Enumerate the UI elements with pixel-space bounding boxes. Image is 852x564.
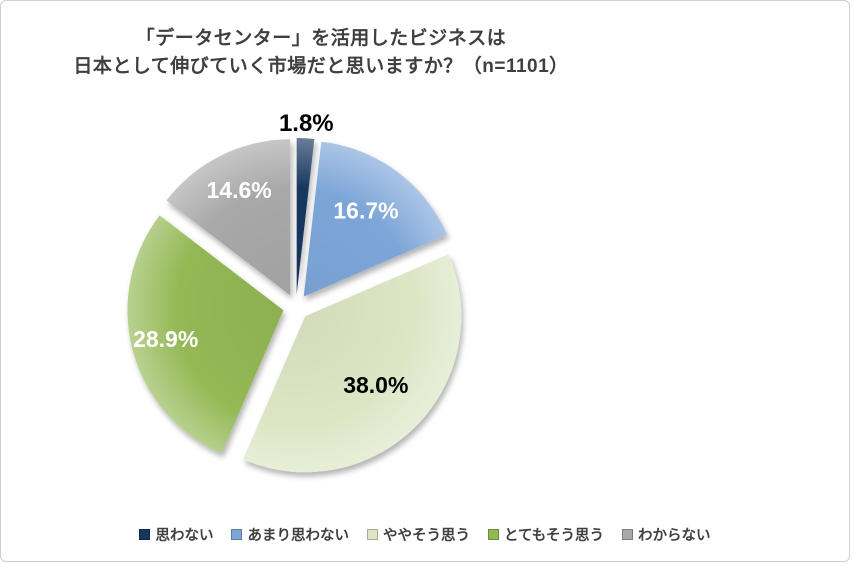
pie-data-label-3: 28.9% — [133, 326, 198, 352]
legend-item-1: あまり思わない — [231, 524, 349, 545]
pie-slice-4 — [166, 139, 291, 296]
legend-label: ややそう思う — [382, 528, 470, 544]
legend-item-4: わからない — [622, 524, 711, 545]
legend-label: わからない — [638, 528, 711, 544]
pie-data-label-0: 1.8% — [279, 110, 334, 137]
legend-swatch-icon — [231, 529, 243, 540]
legend: 思わない あまり思わない ややそう思う とてもそう思う わからない — [1, 524, 849, 545]
legend-swatch-icon — [622, 529, 634, 540]
pie-data-label-1: 16.7% — [333, 198, 398, 224]
legend-swatch-icon — [366, 529, 378, 540]
legend-swatch-icon — [487, 529, 499, 540]
chart-title: 「データセンター」を活用したビジネスは 日本として伸びていく市場だと思いますか？… — [11, 25, 631, 80]
chart-title-line1: 「データセンター」を活用したビジネスは — [135, 28, 507, 49]
pie-slice-3 — [127, 215, 284, 454]
legend-swatch-icon — [139, 529, 151, 540]
pie-slice-1 — [303, 141, 447, 297]
chart-title-line2: 日本として伸びていく市場だと思いますか？（n=1101） — [73, 55, 569, 77]
legend-item-0: 思わない — [139, 524, 213, 545]
pie-slice-0 — [296, 138, 315, 294]
legend-label: あまり思わない — [247, 528, 349, 544]
legend-item-2: ややそう思う — [366, 524, 470, 545]
pie-data-label-2: 38.0% — [343, 372, 408, 398]
legend-label: とてもそう思う — [503, 528, 605, 544]
legend-label: 思わない — [155, 528, 214, 544]
pie-slice-2 — [243, 254, 462, 473]
legend-item-3: とてもそう思う — [487, 524, 605, 545]
pie-data-label-4: 14.6% — [206, 177, 271, 203]
